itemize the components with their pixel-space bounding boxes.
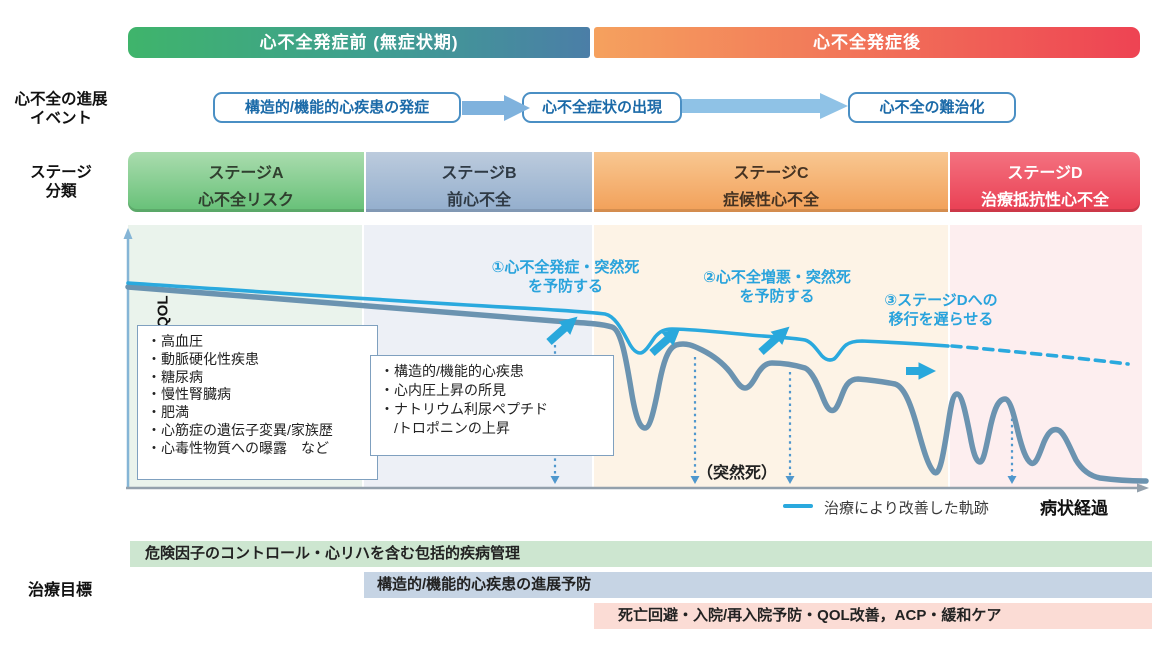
stage-d-name: ステージD — [1007, 165, 1083, 182]
risk-factor-item: ・動脈硬化性疾患 — [147, 350, 259, 367]
goal-bar-mortality-avoidance: 死亡回避・入院/再入院予防・QOL改善，ACP・緩和ケア — [594, 603, 1152, 629]
risk-factor-item: ・肥満 — [147, 404, 189, 421]
legend-line-icon — [783, 504, 813, 508]
stage-a-risk-factor-box: ・高血圧 ・動脈硬化性疾患 ・糖尿病 ・慢性腎臓病 ・肥満 ・心筋症の遺伝子変異… — [137, 325, 378, 480]
stage-b-desc: 前心不全 — [446, 192, 511, 209]
stage-row-label-line2: 分類 — [45, 183, 77, 200]
stage-b-name: ステージB — [441, 165, 517, 182]
annotation-prevent-onset-line1: ①心不全発症・突然死 — [491, 259, 640, 276]
stage-row-label: ステージ 分類 — [0, 163, 122, 201]
event-arrow-2-icon — [682, 93, 848, 119]
progression-row-label-line1: 心不全の進展 — [14, 91, 108, 108]
progression-row-label: 心不全の進展 イベント — [0, 90, 122, 128]
stage-row-label-line1: ステージ — [30, 164, 92, 181]
stage-c-header: ステージC 症候性心不全 — [594, 152, 948, 212]
stage-d-column-bg — [950, 225, 1142, 488]
stage-d-desc: 治療抵抗性心不全 — [980, 192, 1109, 209]
treatment-goals-row-label: 治療目標 — [28, 582, 93, 599]
event-box-symptom-appearance: 心不全症状の出現 — [522, 92, 682, 123]
stage-d-header: ステージD 治療抵抗性心不全 — [950, 152, 1140, 212]
annotation-prevent-onset-line2: を予防する — [527, 278, 603, 295]
legend-label: 治療により改善した軌跡 — [824, 500, 989, 517]
stage-b-findings-box: ・構造的/機能的心疾患 ・心内圧上昇の所見 ・ナトリウム利尿ペプチド /トロポニ… — [370, 355, 614, 456]
risk-factor-item: ・高血圧 — [147, 333, 203, 349]
annotation-prevent-worsening-line1: ②心不全増悪・突然死 — [703, 269, 851, 286]
finding-item: /トロポニンの上昇 — [380, 420, 510, 436]
annotation-delay-stage-d-line2: 移行を遅らせる — [888, 311, 994, 328]
goal-bar-progression-prevention: 構造的/機能的心疾患の進展予防 — [364, 572, 1152, 598]
risk-factor-item: ・心筋症の遺伝子変異/家族歴 — [147, 421, 333, 438]
risk-factor-item: ・糖尿病 — [147, 368, 203, 385]
annotation-prevent-onset: ①心不全発症・突然死 を予防する — [483, 258, 648, 296]
stage-b-header: ステージB 前心不全 — [366, 152, 592, 212]
goal-bar-risk-management: 危険因子のコントロール・心リハを含む包括的疾病管理 — [130, 541, 1152, 567]
sudden-death-label: （突然死） — [697, 465, 778, 482]
risk-factor-item: ・慢性腎臓病 — [147, 386, 231, 403]
annotation-delay-stage-d: ③ステージDへの 移行を遅らせる — [872, 291, 1010, 329]
event-box-refractory-hf: 心不全の難治化 — [848, 92, 1016, 123]
finding-item: ・心内圧上昇の所見 — [380, 382, 506, 398]
finding-item: ・構造的/機能的心疾患 — [380, 363, 524, 379]
annotation-delay-stage-d-line1: ③ステージDへの — [884, 292, 998, 309]
finding-item: ・ナトリウム利尿ペプチド — [380, 401, 548, 417]
phase-bar-post-onset: 心不全発症後 — [594, 27, 1140, 58]
stage-a-desc: 心不全リスク — [197, 192, 294, 209]
stage-a-header: ステージA 心不全リスク — [128, 152, 364, 212]
annotation-prevent-worsening-line2: を予防する — [739, 288, 815, 305]
phase-bar-pre-onset: 心不全発症前 (無症状期) — [128, 27, 590, 58]
stage-c-desc: 症候性心不全 — [722, 192, 819, 209]
annotation-prevent-worsening: ②心不全増悪・突然死 を予防する — [693, 268, 861, 306]
stage-a-name: ステージA — [208, 165, 284, 182]
x-axis-label: 病状経過 — [1040, 499, 1108, 518]
event-arrow-1-icon — [462, 95, 530, 121]
progression-row-label-line2: イベント — [29, 110, 92, 127]
stage-c-name: ステージC — [733, 165, 809, 182]
risk-factor-item: ・心毒性物質への曝露 など — [147, 439, 329, 456]
event-box-structural-disease-onset: 構造的/機能的心疾患の発症 — [213, 92, 461, 123]
